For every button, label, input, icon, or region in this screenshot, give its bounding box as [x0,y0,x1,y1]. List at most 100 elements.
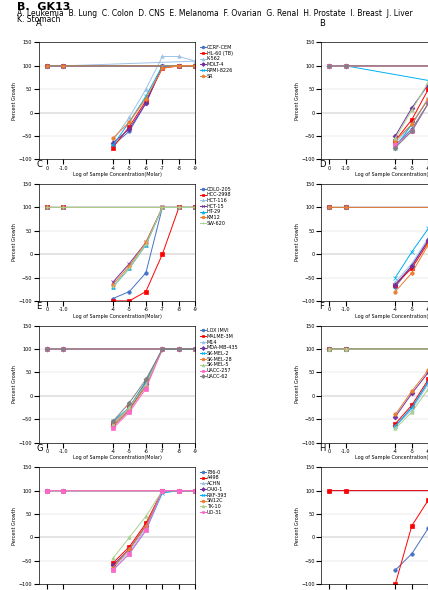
HL-60 (TB) [110,144,116,151]
Text: B.  GK13: B. GK13 [17,2,71,12]
ACHN [176,487,181,494]
SK-MEL-2 [143,378,149,385]
MOLT-4 [160,63,165,70]
Legend: LOX IMVI, MALME-3M, M14, MDA-MB-435, SK-MEL-2, SK-MEL-28, SK-MEL-5, UACC-257, UA: LOX IMVI, MALME-3M, M14, MDA-MB-435, SK-… [200,328,238,379]
DU-145 [426,496,428,503]
OVCAR-3 [343,346,348,353]
Line: SW-620: SW-620 [45,206,197,289]
PC-3 [426,525,428,532]
Line: NCI-H322M: NCI-H322M [327,50,428,140]
MOLT-4 [44,63,49,70]
MOLT-4 [127,126,132,133]
OVCAR-5 [343,346,348,353]
Line: SNB-19: SNB-19 [327,206,428,286]
Y-axis label: Percent Growth: Percent Growth [295,224,300,261]
PC-3 [409,550,414,558]
SF-268 [393,283,398,290]
Line: KM12: KM12 [45,206,197,286]
X-axis label: Log of Sample Concentration(Molar): Log of Sample Concentration(Molar) [355,455,428,460]
SN12C [193,487,198,494]
HL-60 (TB) [61,63,66,70]
SK-MEL-5 [143,381,149,388]
ACHN [193,487,198,494]
Line: SN12C: SN12C [45,489,197,569]
UO-31 [193,487,198,494]
LOX IMVI [143,381,149,388]
SK-MEL-2 [127,404,132,411]
HOP-62 [409,121,414,128]
MDA-MB-435 [127,407,132,414]
HT-29 [61,204,66,211]
MALME-3M [160,346,165,353]
HCC-2998 [44,204,49,211]
UO-31 [110,566,116,573]
SN12C [44,487,49,494]
NCI/ADR-RES [393,411,398,418]
UACC-62 [176,346,181,353]
UACC-62 [160,346,165,353]
SK-MEL-28 [61,346,66,353]
RXF-393 [61,487,66,494]
NCI-H23 [327,63,332,70]
TK-10 [110,555,116,562]
SK-MEL-5 [160,346,165,353]
Line: A549/ATCC: A549/ATCC [327,64,428,147]
OVCAR-4 [343,346,348,353]
Line: M14: M14 [45,348,197,428]
COLO-205 [110,295,116,302]
Legend: COLO-205, HCC-2998, HCT-116, HCT-15, HT-29, KM12, SW-620: COLO-205, HCC-2998, HCT-116, HCT-15, HT-… [200,186,232,226]
LOX IMVI [127,407,132,414]
SK-MEL-28 [44,346,49,353]
Line: NCI-H522: NCI-H522 [327,64,428,149]
K-562 [193,58,198,65]
SK-MEL-5 [110,420,116,427]
SW-620 [61,204,66,211]
RXF-393 [143,527,149,534]
Line: SF-268: SF-268 [327,206,428,289]
NCI-H23 [409,121,414,128]
SK-OV-3 [393,425,398,432]
786-0 [160,487,165,494]
HOP-92 [327,63,332,70]
CCRF-CEM [61,63,66,70]
KM12 [110,281,116,288]
HL-60 (TB) [127,123,132,130]
CCRF-CEM [143,100,149,107]
M14 [193,346,198,353]
OVCAR-5 [409,390,414,397]
SK-MEL-28 [143,383,149,390]
OVCAR-4 [327,346,332,353]
TK-10 [61,487,66,494]
HL-60 (TB) [193,63,198,70]
SK-MEL-28 [127,407,132,414]
SN12C [160,487,165,494]
SK-OV-3 [327,346,332,353]
OVCAR-8 [409,404,414,411]
Text: C: C [36,160,42,169]
Y-axis label: Percent Growth: Percent Growth [295,365,300,403]
Line: UACC-62: UACC-62 [45,348,197,423]
CAKI-1 [110,562,116,569]
Text: G: G [36,444,43,453]
Line: LOX IMVI: LOX IMVI [45,348,197,428]
NCI-H23 [343,63,348,70]
MALME-3M [143,378,149,385]
OVCAR-3 [426,376,428,383]
KM12 [193,204,198,211]
UACC-257 [44,346,49,353]
HCC-2998 [61,204,66,211]
Line: RXF-393: RXF-393 [45,489,197,572]
LOX IMVI [160,346,165,353]
HT-29 [143,241,149,248]
SR [44,63,49,70]
MOLT-4 [110,139,116,146]
KM12 [61,204,66,211]
NCI-H226 [426,95,428,102]
Y-axis label: Percent Growth: Percent Growth [12,224,18,261]
SK-MEL-5 [193,346,198,353]
MDA-MB-435 [110,422,116,430]
Text: F: F [319,302,324,311]
HCT-15 [127,260,132,267]
Line: HCT-15: HCT-15 [45,206,197,284]
SNB-19 [426,237,428,244]
